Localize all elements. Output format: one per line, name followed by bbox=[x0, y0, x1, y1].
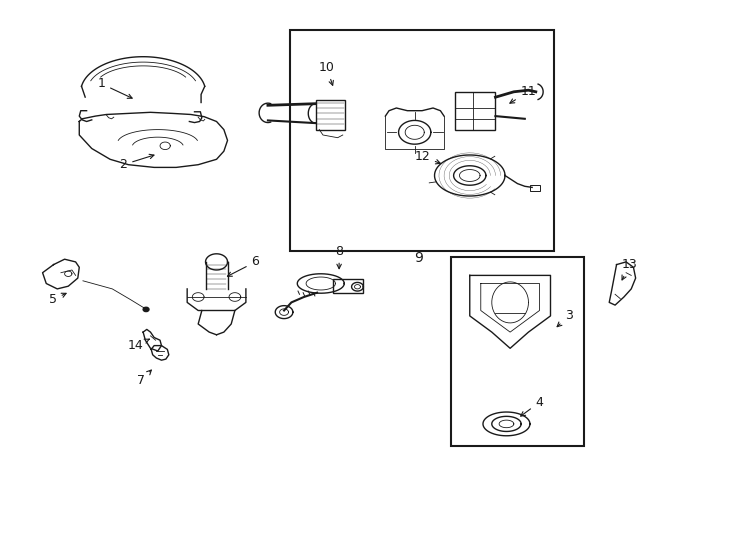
Text: 10: 10 bbox=[319, 61, 335, 85]
Text: 5: 5 bbox=[49, 293, 66, 306]
Text: 11: 11 bbox=[510, 85, 537, 103]
Bar bbox=[530, 185, 540, 191]
Text: 1: 1 bbox=[98, 77, 132, 98]
Text: 3: 3 bbox=[557, 309, 573, 327]
Text: 14: 14 bbox=[128, 339, 149, 352]
Text: 12: 12 bbox=[414, 150, 440, 164]
Bar bbox=[455, 92, 495, 130]
Bar bbox=[451, 256, 584, 446]
Bar bbox=[290, 30, 554, 251]
Bar bbox=[333, 279, 363, 293]
Text: 7: 7 bbox=[137, 370, 151, 387]
Text: 13: 13 bbox=[622, 258, 638, 280]
Text: 8: 8 bbox=[335, 245, 343, 269]
Bar bbox=[316, 100, 345, 130]
Text: 4: 4 bbox=[520, 396, 543, 416]
Text: 6: 6 bbox=[228, 255, 259, 276]
Text: 2: 2 bbox=[120, 154, 154, 171]
Text: 9: 9 bbox=[414, 251, 423, 265]
Circle shape bbox=[143, 307, 149, 312]
